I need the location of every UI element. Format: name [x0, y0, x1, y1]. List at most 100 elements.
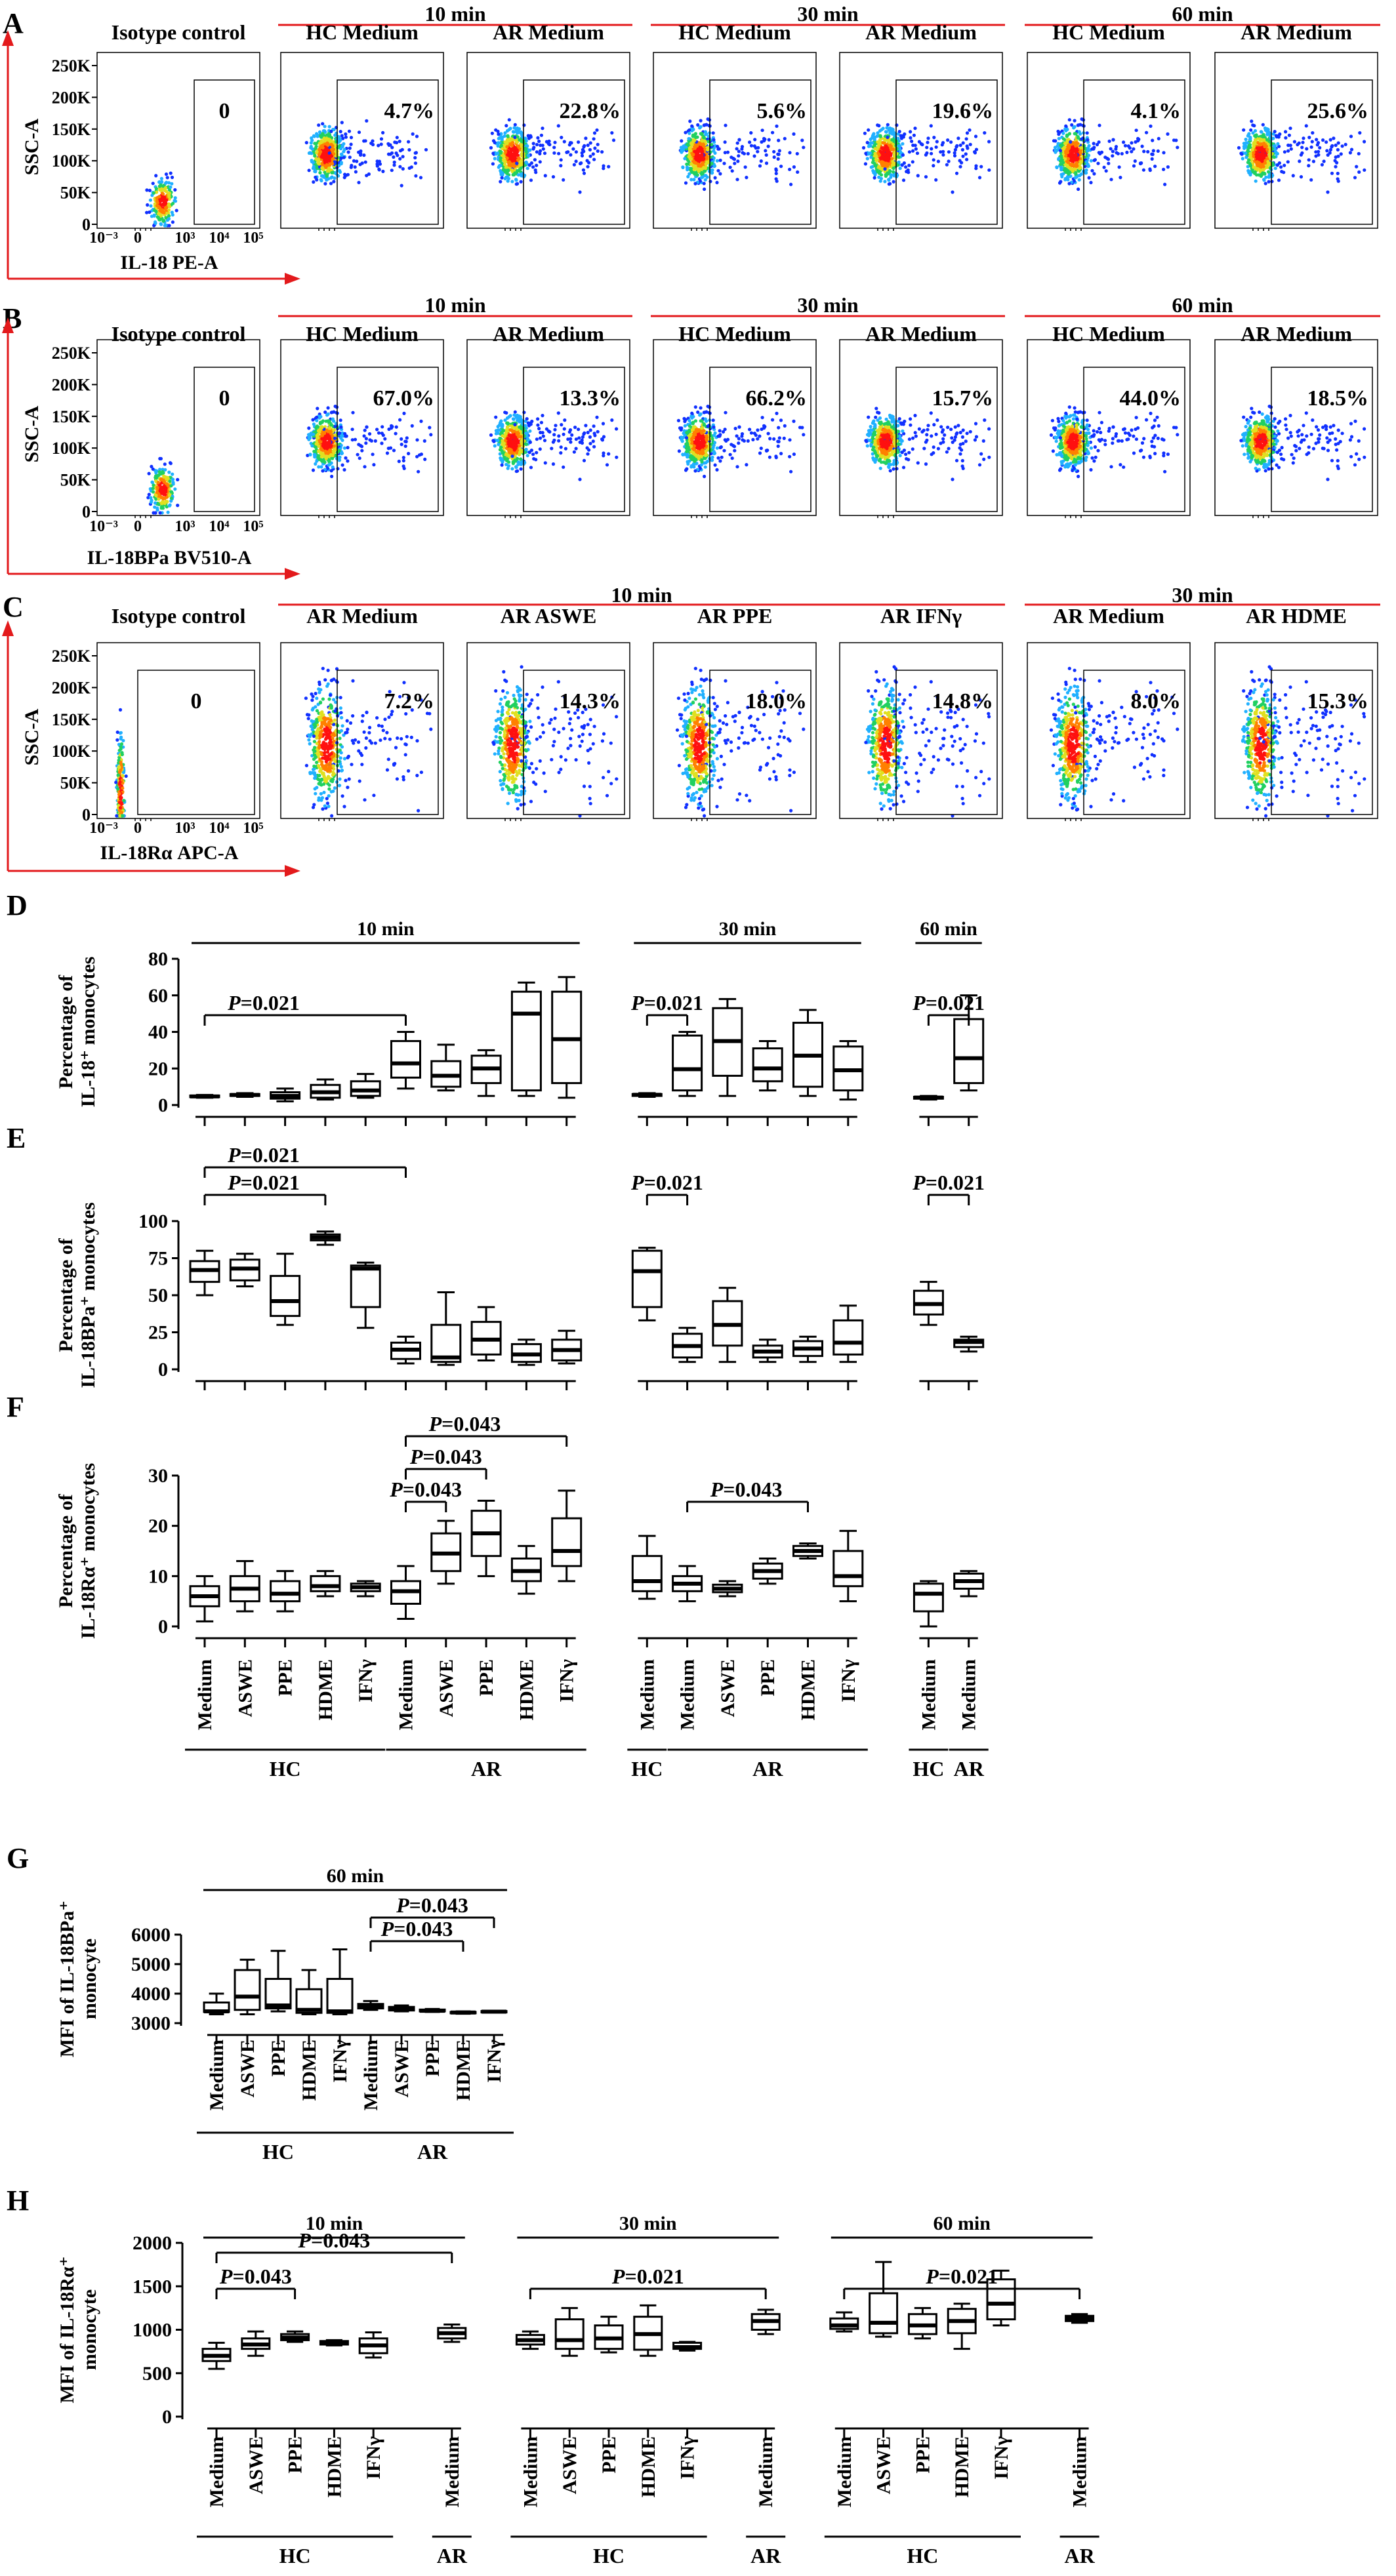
event-dot — [318, 130, 322, 134]
event-dot — [880, 167, 884, 171]
event-dot — [939, 150, 943, 154]
event-dot — [899, 136, 903, 140]
event-dot — [1258, 139, 1262, 143]
event-dot — [559, 158, 563, 162]
event-dot — [611, 138, 616, 142]
event-dot — [877, 153, 881, 157]
event-dot — [381, 169, 385, 173]
event-dot — [588, 154, 592, 158]
event-dot — [514, 470, 518, 473]
event-dot — [415, 454, 419, 458]
event-dot — [383, 437, 387, 441]
event-dot — [861, 146, 866, 150]
event-dot — [592, 424, 596, 428]
event-dot — [525, 437, 530, 441]
event-dot — [340, 463, 344, 467]
event-dot — [413, 161, 418, 165]
event-dot — [414, 174, 418, 178]
event-dot — [1092, 142, 1096, 146]
event-dot — [888, 140, 892, 144]
event-dot — [700, 153, 704, 157]
event-dot — [507, 128, 511, 132]
event-dot — [160, 187, 164, 191]
event-dot — [1096, 161, 1100, 165]
event-dot — [960, 148, 964, 151]
event-dot — [538, 447, 542, 451]
event-dot — [563, 418, 567, 422]
event-dot — [501, 428, 506, 433]
event-dot — [1077, 178, 1081, 182]
event-dot — [888, 131, 892, 135]
event-dot — [541, 414, 544, 418]
event-dot — [716, 144, 720, 148]
event-dot — [151, 182, 155, 186]
event-dot — [701, 167, 705, 171]
event-dot — [516, 456, 520, 461]
event-dot — [1251, 169, 1255, 174]
event-dot — [329, 129, 333, 133]
event-dot — [329, 142, 333, 146]
event-dot — [1310, 140, 1314, 144]
event-dot — [1244, 155, 1248, 159]
event-dot — [783, 424, 787, 428]
event-dot — [338, 170, 342, 174]
event-dot — [706, 117, 710, 121]
event-dot — [155, 190, 159, 194]
event-dot — [1307, 136, 1311, 140]
event-dot — [694, 135, 698, 140]
event-dot — [706, 148, 710, 152]
event-dot — [1162, 151, 1166, 155]
event-dot — [877, 165, 881, 169]
y-tick-label: 200K — [52, 88, 91, 107]
y-tick-label: 100K — [52, 439, 91, 458]
event-dot — [529, 466, 533, 470]
event-dot — [1098, 123, 1101, 127]
event-dot — [686, 142, 689, 146]
x-axis-label: IL-18BPa BV510-A — [87, 547, 252, 569]
event-dot — [898, 144, 902, 148]
event-dot — [1244, 151, 1248, 155]
gate-percentage: 0 — [219, 386, 230, 411]
event-dot — [356, 453, 359, 456]
event-dot — [704, 132, 708, 136]
event-dot — [145, 211, 149, 214]
x-tick-label: 10⁴ — [209, 230, 229, 247]
event-dot — [869, 141, 873, 145]
gate-percentage: 67.0% — [373, 386, 435, 411]
event-dot — [1357, 170, 1361, 174]
event-dot — [1246, 133, 1250, 137]
event-dot — [322, 136, 327, 140]
event-dot — [537, 139, 541, 144]
event-dot — [551, 175, 556, 179]
event-dot — [394, 432, 398, 435]
event-dot — [760, 140, 764, 144]
event-dot — [507, 441, 511, 445]
event-dot — [506, 179, 510, 183]
event-dot — [880, 128, 884, 132]
event-dot — [392, 163, 396, 167]
event-dot — [1176, 146, 1180, 150]
event-dot — [1315, 138, 1319, 142]
event-dot — [1324, 140, 1328, 144]
event-dot — [164, 216, 168, 220]
event-dot — [311, 468, 316, 472]
event-dot — [496, 142, 500, 146]
event-dot — [1301, 140, 1305, 144]
event-dot — [343, 172, 347, 176]
event-dot — [909, 130, 913, 134]
event-dot — [1363, 140, 1366, 144]
event-dot — [525, 167, 529, 171]
event-dot — [1134, 140, 1138, 144]
event-dot — [323, 410, 327, 414]
event-dot — [764, 149, 768, 153]
event-dot — [876, 145, 880, 149]
event-dot — [1075, 140, 1078, 144]
event-dot — [720, 455, 724, 459]
plot-title: Isotype control — [112, 20, 246, 44]
event-dot — [1273, 167, 1277, 171]
event-dot — [683, 157, 687, 161]
event-dot — [1151, 149, 1155, 153]
